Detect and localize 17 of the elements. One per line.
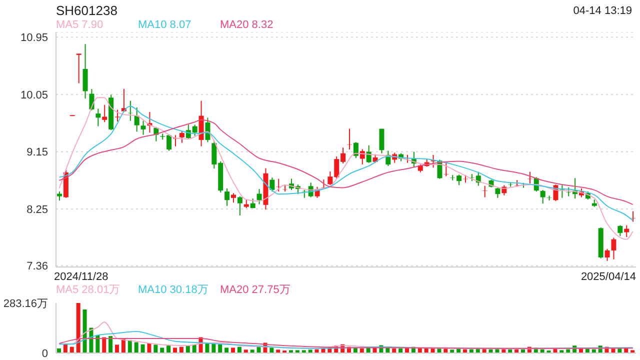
y-tick-label: 10.05 bbox=[20, 89, 48, 102]
text: 2025/04/14 bbox=[580, 271, 636, 283]
y-tick-label: 283.16万 bbox=[3, 298, 48, 310]
text: MA10 8.07 bbox=[138, 19, 192, 32]
y-tick-label: 10.95 bbox=[20, 32, 48, 44]
y-tick-label: 9.15 bbox=[26, 146, 48, 159]
y-tick-label: 8.25 bbox=[26, 204, 48, 216]
y-tick-label: 0 bbox=[42, 348, 48, 360]
y-tick-label: 7.36 bbox=[26, 260, 48, 273]
text: 2024/11/28 bbox=[54, 271, 108, 283]
text: MA5 7.90 bbox=[56, 19, 104, 32]
text: MA5 28.01万 bbox=[56, 284, 122, 297]
text: MA10 30.18万 bbox=[138, 284, 210, 297]
chart-title: SH601238 bbox=[56, 3, 118, 18]
text: 04-14 13:19 bbox=[573, 5, 632, 17]
text: MA20 8.32 bbox=[220, 19, 274, 32]
text: MA20 27.75万 bbox=[220, 284, 292, 297]
